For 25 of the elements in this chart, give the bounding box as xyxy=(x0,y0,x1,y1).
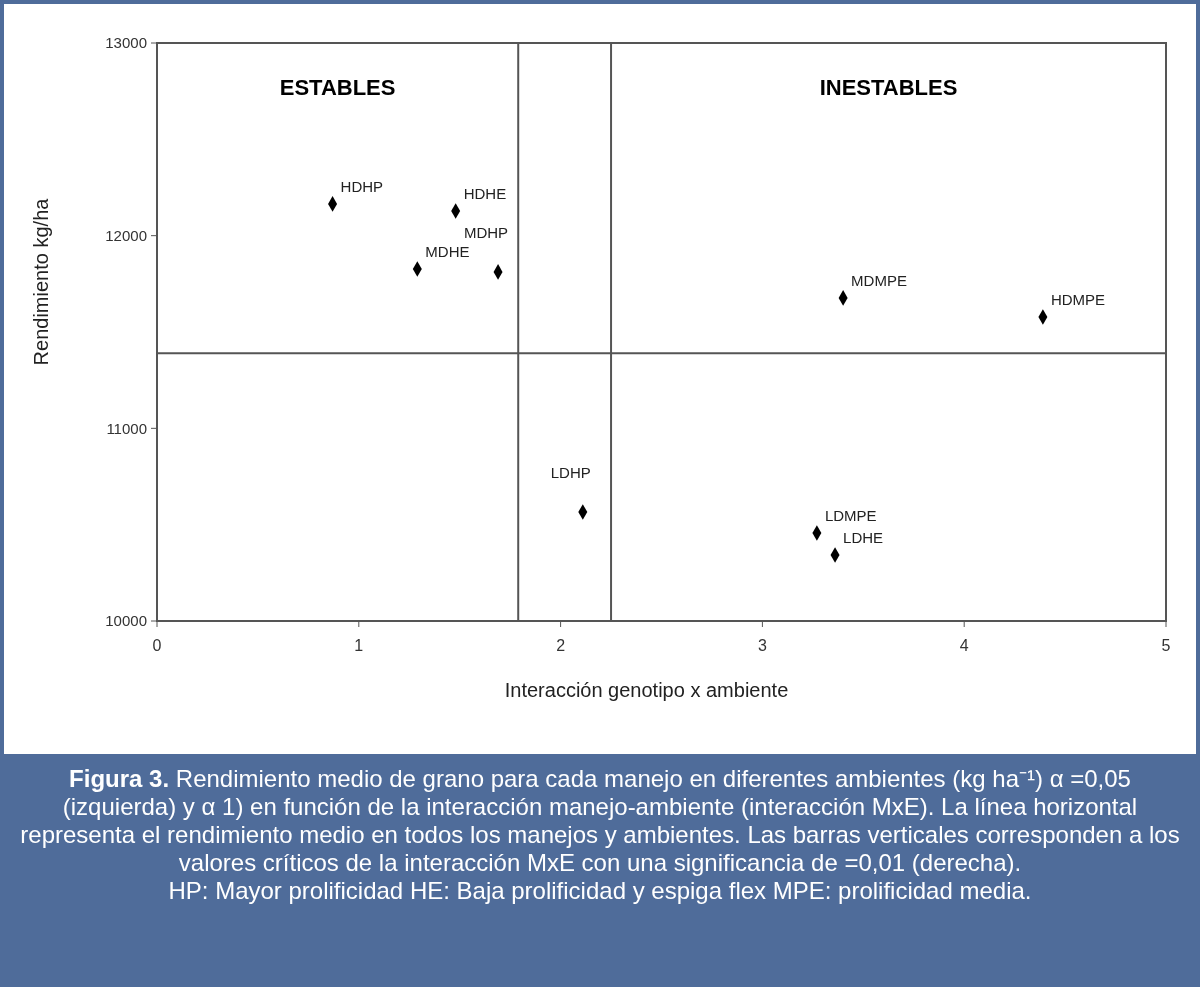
annotation: HDHP xyxy=(340,177,384,195)
annotation: MDMPE xyxy=(851,271,907,289)
x-tick-label: 2 xyxy=(556,637,566,654)
y-tick-label: 11000 xyxy=(106,419,147,437)
text: Figura 3. Rendimiento medio de grano para cada manejo en diferentes ambientes (kg ha⁻¹) α =0,05 (izquierda) y α 1) en función de la interacción manejo-ambiente (interacción MxE). La línea horizontal representa el rendimiento medio en todos los manejos y ambientes. Las barras verticales corresponden a los valores críticos de la interacción MxE con una significancia de =0,01 (derecha). xyxy=(20,765,1180,877)
x-tick-label: 1 xyxy=(354,637,364,654)
annotation: MDHE xyxy=(425,243,470,260)
x-axis-title: Interacción genotipo x ambiente xyxy=(504,679,789,701)
y-axis-title: Rendimiento kg/ha xyxy=(30,197,52,366)
annotation: INESTABLES xyxy=(819,75,958,100)
y-tick-label: 12000 xyxy=(105,226,147,244)
y-tick-label: 13000 xyxy=(105,34,147,52)
annotation: HDMPE xyxy=(1050,290,1106,308)
y-tick-label: 10000 xyxy=(105,612,147,630)
text: HP: Mayor prolificidad HE: Baja prolificidad y espiga flex MPE: prolificidad media. xyxy=(167,877,1033,905)
annotation: LDHE xyxy=(843,528,884,546)
annotation: MDHP xyxy=(463,223,509,241)
x-tick-label: 3 xyxy=(757,637,767,654)
annotation: ESTABLES xyxy=(279,75,396,100)
annotation: LDHP xyxy=(550,463,591,481)
annotation: LDMPE xyxy=(824,506,877,524)
annotation: HDHE xyxy=(463,185,507,203)
x-tick-label: 5 xyxy=(1161,637,1171,654)
x-tick-label: 0 xyxy=(152,637,162,654)
x-tick-label: 4 xyxy=(959,637,969,654)
